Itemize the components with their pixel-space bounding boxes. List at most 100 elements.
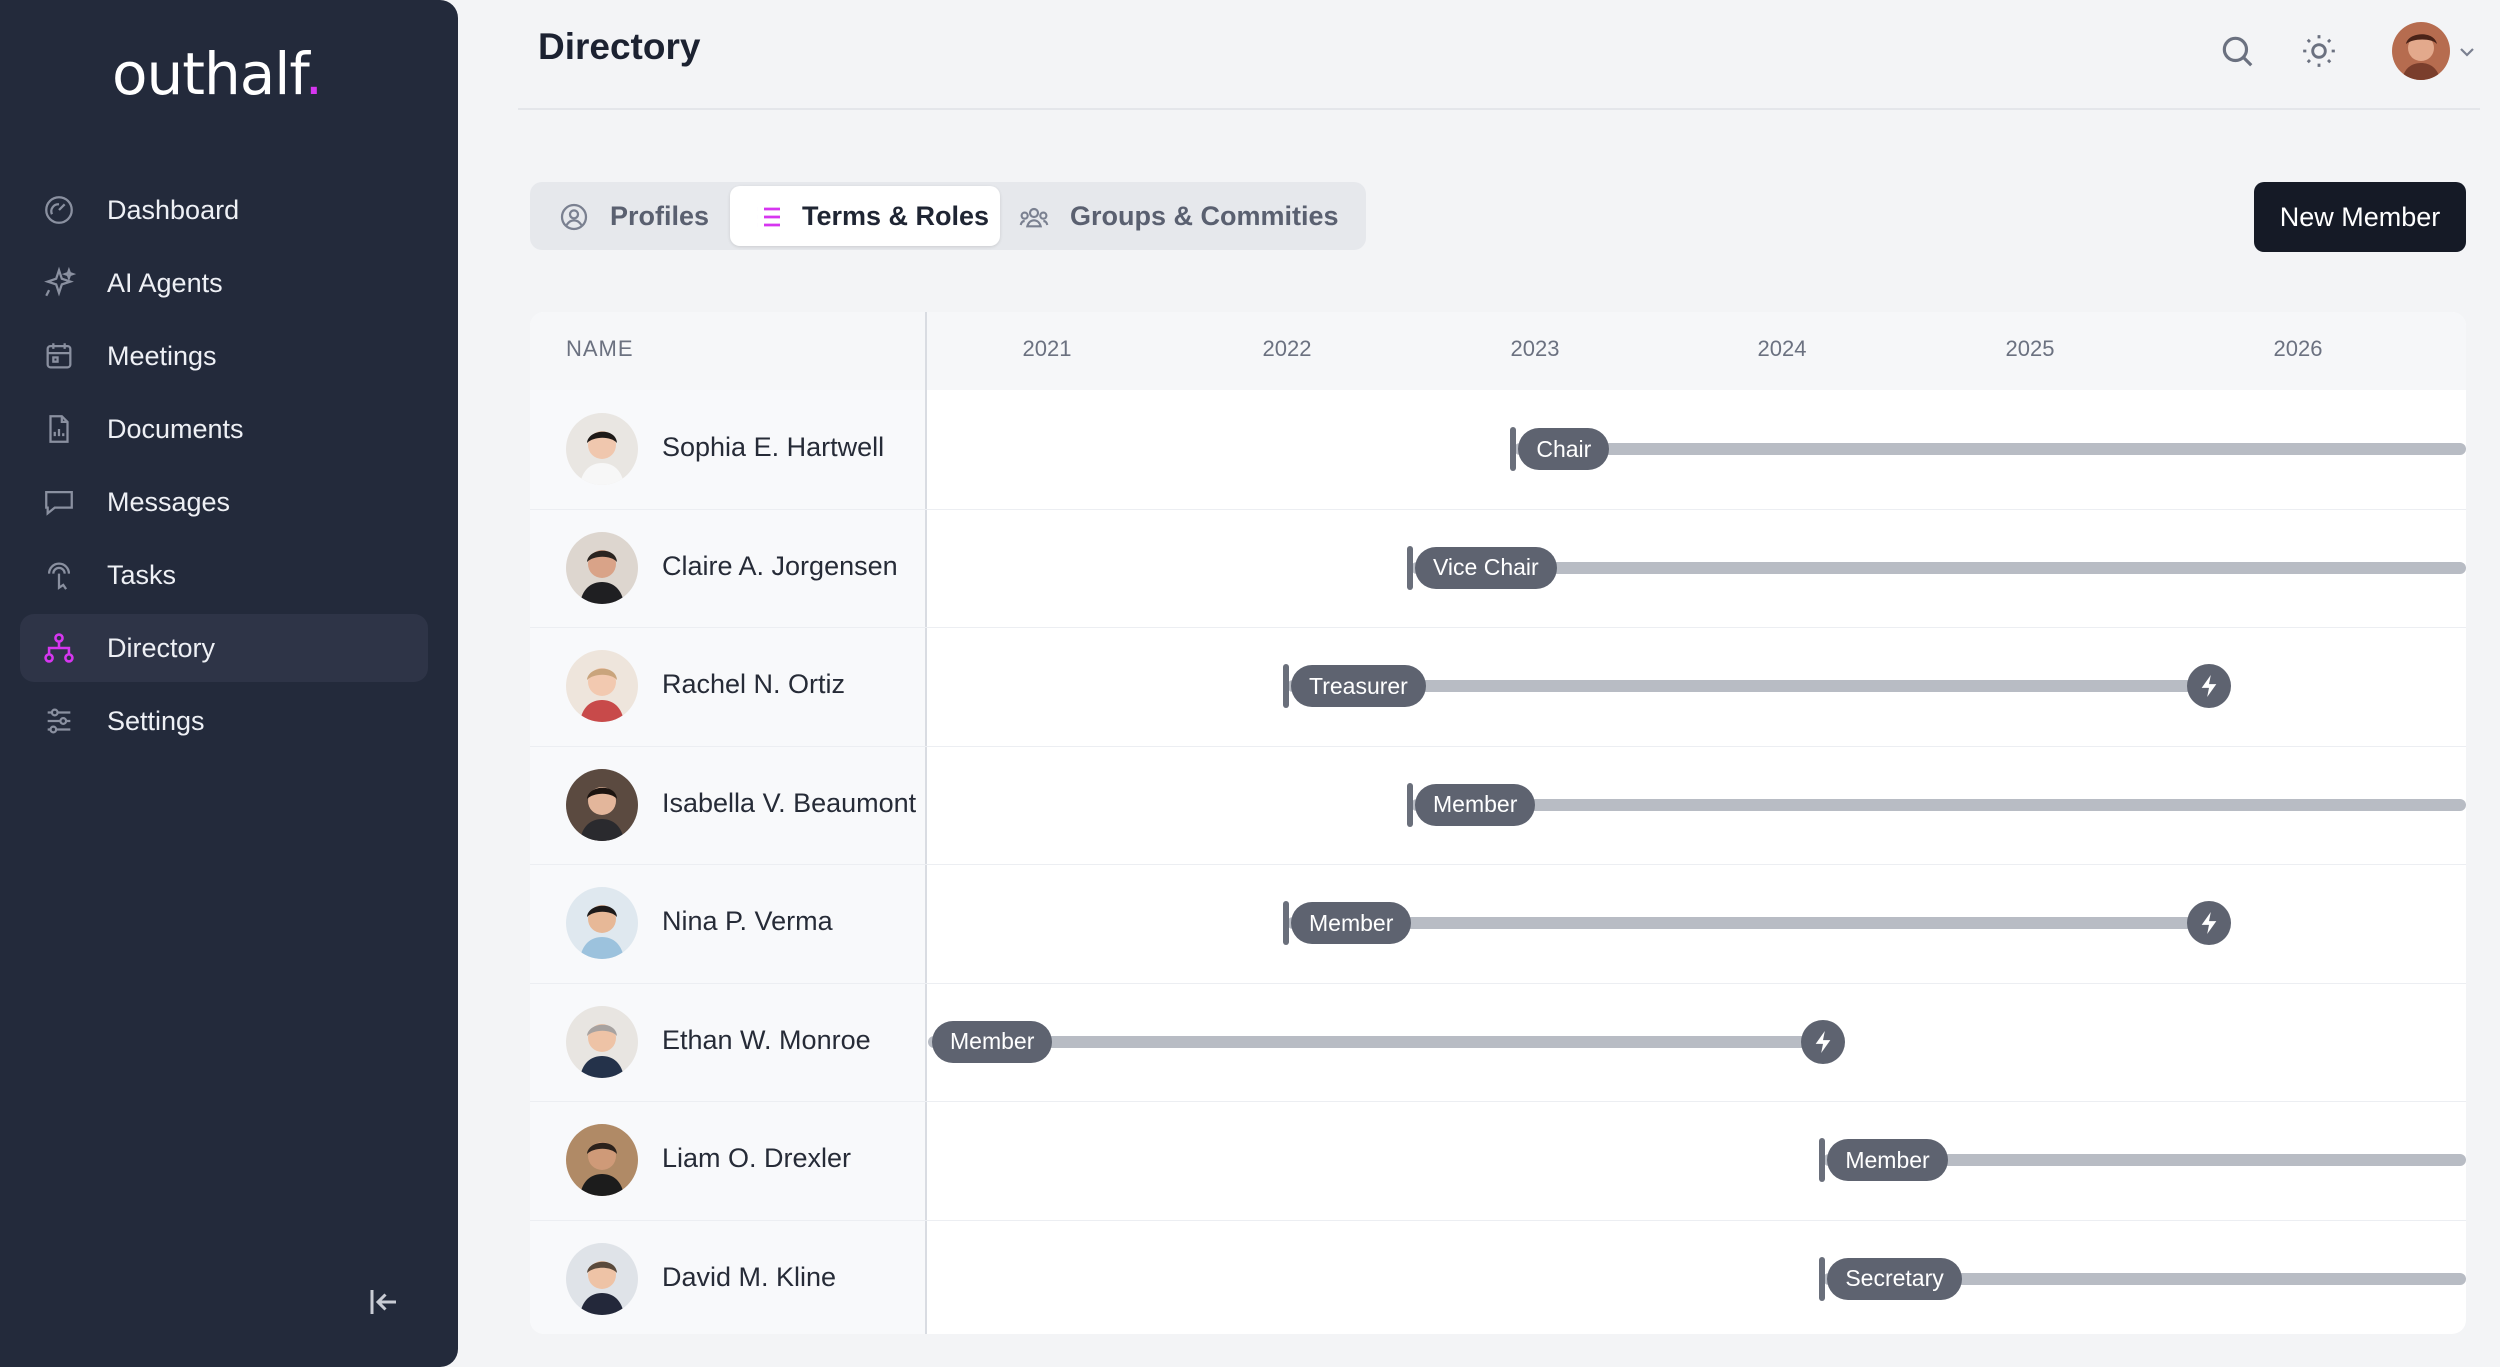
term-end-bolt-icon[interactable]	[1801, 1019, 1846, 1064]
tab-profiles[interactable]: Profiles	[534, 186, 724, 246]
term-bar[interactable]	[1823, 1154, 2466, 1167]
role-pill[interactable]: Chair	[1518, 428, 1610, 471]
sidebar-item-directory[interactable]: Directory	[20, 614, 428, 682]
sidebar: outhalf. Dashboard AI Agents Meetings Do…	[0, 0, 458, 1367]
app-logo[interactable]: outhalf.	[112, 40, 323, 108]
row-divider	[530, 982, 2466, 984]
term-bar[interactable]	[1411, 798, 2466, 811]
user-circle-icon	[560, 203, 588, 231]
sidebar-item-label: Documents	[107, 413, 244, 444]
org-chart-icon	[44, 633, 74, 663]
term-end-bolt-icon[interactable]	[2186, 664, 2231, 709]
term-start-marker	[1283, 901, 1289, 946]
tab-terms-roles[interactable]: Terms & Roles	[730, 186, 1000, 246]
term-start-marker	[1407, 782, 1413, 827]
sliders-icon	[47, 708, 71, 734]
sparkles-icon	[44, 266, 76, 297]
row-divider	[530, 745, 2466, 747]
row-divider	[530, 864, 2466, 865]
sidebar-item-tasks[interactable]: Tasks	[20, 541, 428, 609]
collapse-sidebar-icon[interactable]	[364, 1284, 404, 1320]
role-pill[interactable]: Member	[932, 1020, 1053, 1063]
role-pill[interactable]: Member	[1291, 902, 1412, 945]
member-avatar[interactable]	[566, 1124, 638, 1197]
row-divider	[530, 1219, 2466, 1221]
role-pill[interactable]: Vice Chair	[1415, 546, 1557, 589]
header-divider	[518, 108, 2480, 110]
term-end-bolt-icon[interactable]	[2186, 901, 2231, 946]
member-avatar[interactable]	[566, 413, 638, 486]
row-divider	[530, 1101, 2466, 1102]
member-avatar[interactable]	[566, 650, 638, 723]
member-name[interactable]: Nina P. Verma	[662, 906, 833, 937]
member-avatar[interactable]	[566, 1242, 638, 1315]
tab-label: Groups & Commities	[1070, 200, 1339, 231]
user-avatar[interactable]	[2392, 22, 2450, 80]
term-start-marker	[1510, 427, 1517, 472]
row-divider	[530, 508, 2466, 510]
sidebar-item-label: Dashboard	[107, 194, 240, 225]
table-header: NAME 2021 2022 2023 2024 2025 2026	[530, 312, 2466, 390]
role-pill[interactable]: Treasurer	[1291, 665, 1426, 708]
member-name[interactable]: Claire A. Jorgensen	[662, 550, 898, 581]
year-label: 2021	[1022, 336, 1072, 361]
chevron-down-icon[interactable]	[2455, 40, 2479, 64]
term-bar[interactable]	[1823, 1272, 2466, 1285]
year-label: 2022	[1262, 336, 1312, 361]
member-name[interactable]: David M. Kline	[662, 1261, 837, 1292]
role-pill[interactable]: Member	[1415, 783, 1536, 826]
member-name[interactable]: Ethan W. Monroe	[662, 1024, 871, 1055]
sidebar-item-ai-agents[interactable]: AI Agents	[20, 249, 428, 317]
search-icon[interactable]	[2218, 32, 2256, 70]
tab-label: Terms & Roles	[802, 200, 990, 231]
role-pill[interactable]: Secretary	[1827, 1257, 1962, 1300]
term-start-marker	[1407, 545, 1413, 590]
sidebar-item-label: Tasks	[107, 559, 177, 590]
sidebar-item-label: AI Agents	[107, 267, 223, 298]
row-divider	[530, 627, 2466, 628]
tab-label: Profiles	[610, 200, 710, 231]
terms-timeline-table: NAME 2021 2022 2023 2024 2025 2026 Sophi…	[530, 312, 2466, 1334]
sidebar-item-label: Settings	[107, 705, 205, 736]
member-name[interactable]: Sophia E. Hartwell	[662, 432, 885, 463]
member-avatar[interactable]	[566, 768, 638, 841]
new-member-button[interactable]: New Member	[2254, 182, 2466, 252]
term-start-marker	[1819, 1256, 1826, 1301]
term-bar[interactable]	[1287, 680, 2209, 693]
role-pill[interactable]: Member	[1827, 1139, 1948, 1182]
column-divider	[925, 312, 927, 1334]
sidebar-item-meetings[interactable]: Meetings	[20, 322, 428, 390]
sidebar-item-documents[interactable]: Documents	[20, 395, 428, 463]
sidebar-item-messages[interactable]: Messages	[20, 468, 428, 536]
page-title: Directory	[538, 26, 701, 67]
term-start-marker	[1819, 1138, 1826, 1183]
calendar-icon	[46, 343, 72, 369]
tab-groups-commities[interactable]: Groups & Commities	[1004, 186, 1362, 246]
year-label: 2023	[1510, 336, 1560, 361]
term-bar[interactable]	[1514, 443, 2466, 456]
member-name[interactable]: Liam O. Drexler	[662, 1143, 852, 1174]
sun-icon[interactable]	[2300, 32, 2338, 70]
member-name[interactable]: Rachel N. Ortiz	[662, 669, 846, 700]
term-bar[interactable]	[1411, 561, 2466, 574]
sidebar-item-label: Meetings	[107, 340, 217, 371]
member-avatar[interactable]	[566, 887, 638, 960]
sidebar-item-dashboard[interactable]: Dashboard	[20, 176, 428, 244]
term-bar[interactable]	[1287, 917, 2209, 930]
group-icon	[1019, 207, 1049, 228]
member-name[interactable]: Isabella V. Beaumont	[662, 787, 917, 818]
sidebar-item-label: Directory	[107, 632, 216, 663]
sidebar-item-settings[interactable]: Settings	[20, 687, 428, 755]
list-icon	[757, 207, 780, 227]
term-bar[interactable]	[928, 1035, 1824, 1048]
view-tabs: Profiles Terms & Roles Groups & Commitie…	[530, 182, 1366, 250]
term-start-marker	[1283, 664, 1289, 709]
sidebar-item-label: Messages	[107, 486, 231, 517]
column-header-name: NAME	[566, 336, 634, 361]
touch-icon	[47, 562, 71, 590]
member-avatar[interactable]	[566, 531, 638, 604]
document-icon	[49, 415, 69, 443]
year-label: 2026	[2273, 336, 2323, 361]
year-label: 2025	[2005, 336, 2055, 361]
member-avatar[interactable]	[566, 1005, 638, 1078]
